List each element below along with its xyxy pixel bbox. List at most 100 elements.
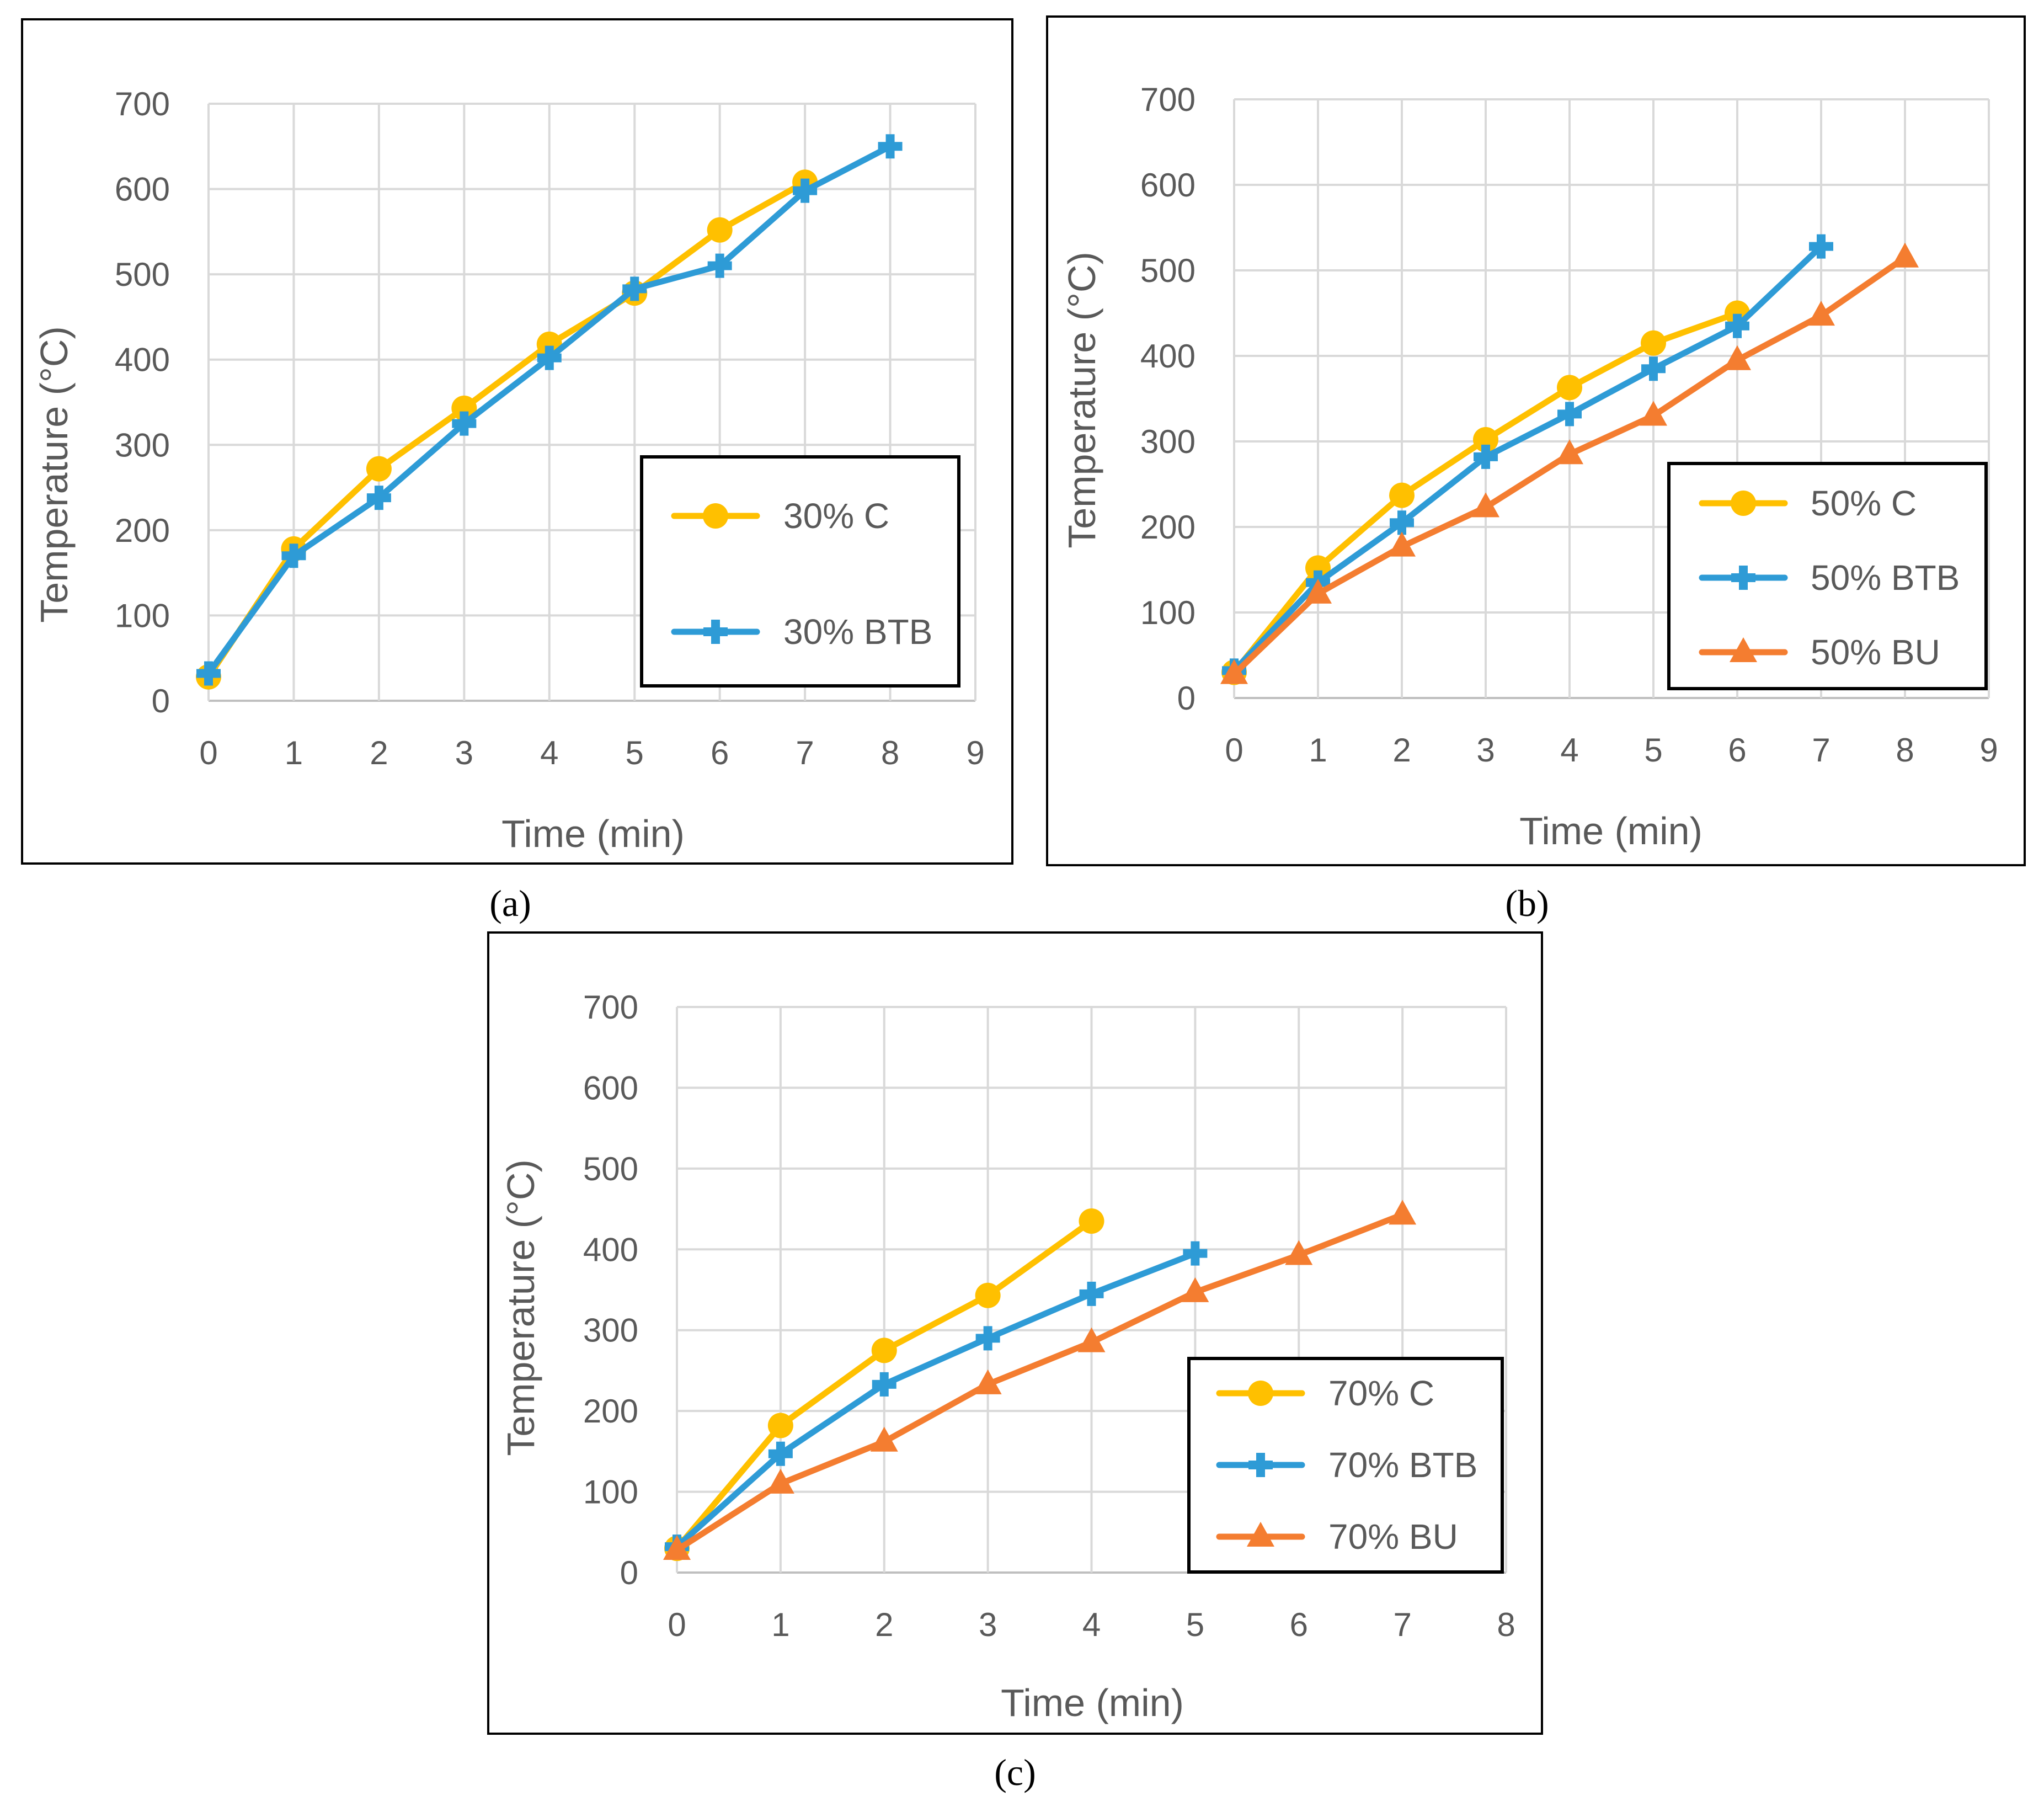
panel-a-data-point-30-btb — [537, 345, 562, 370]
panel-a-ticks: 0 100 200 300 400 500 600 700 0 1 2 3 4 5 6 7 8 9 — [115, 86, 985, 771]
panel-c-data-point-70-bu — [1181, 1277, 1209, 1302]
panel-b-ticks: 0 100 200 300 400 500 600 700 0 1 2 3 4 5 6 7 8 9 — [1140, 81, 1998, 769]
panel-b-x-tick-label: 0 — [1225, 732, 1243, 769]
panel-c-data-point-70-c — [871, 1338, 897, 1363]
panel-a-data-point-30-btb — [878, 134, 903, 159]
panel-a-y-tick-label: 600 — [115, 171, 170, 208]
panel-a-grid — [207, 103, 976, 702]
panel-a-data-point-30-btb — [622, 276, 647, 301]
panel-a-legend-marker-30-c — [703, 503, 728, 529]
panel-b-y-tick-label: 0 — [1177, 680, 1196, 717]
panel-c-data-point-70-bu — [663, 1535, 691, 1560]
panel-c-y-axis-title: Temperature (°C) — [499, 1159, 542, 1456]
panel-b-y-tick-label: 300 — [1140, 423, 1196, 460]
panel-c-data-point-70-c — [975, 1282, 1001, 1308]
panel-a-y-tick-label: 500 — [115, 256, 170, 293]
panel-a-x-tick-label: 3 — [455, 734, 473, 771]
panel-b-y-tick-label: 500 — [1140, 252, 1196, 289]
panel-a-x-tick-label: 8 — [881, 734, 899, 771]
panel-c-legend: 70% C 70% BTB 70% BU — [1187, 1357, 1504, 1574]
panel-b-data-point-50-btb — [1557, 402, 1582, 427]
panel-c-legend-marker-70-c — [1248, 1381, 1273, 1406]
panel-label-b: (b) — [1505, 882, 1549, 924]
panel-b-data-point-50-bu — [1891, 242, 1919, 268]
panel-a-y-tick-label: 200 — [115, 512, 170, 549]
panel-b-x-tick-label: 7 — [1812, 732, 1830, 769]
panel-a-legend: 30% C 30% BTB — [640, 455, 960, 688]
panel-a-x-tick-label: 1 — [285, 734, 303, 771]
panel-c-x-tick-label: 6 — [1290, 1606, 1308, 1643]
panel-a-x-tick-label: 2 — [370, 734, 388, 771]
panel-a-legend-box — [640, 455, 960, 688]
panel-a-y-tick-label: 100 — [115, 597, 170, 634]
panel-b-x-tick-label: 1 — [1309, 732, 1327, 769]
panel-b-data-point-50-btb — [1725, 313, 1749, 338]
panel-b-data-point-50-c — [1557, 375, 1582, 401]
panel-b-data-point-50-bu — [1304, 578, 1332, 604]
panel-b-x-tick-label: 6 — [1728, 732, 1746, 769]
panel-b-legend: 50% C 50% BTB 50% BU — [1667, 462, 1988, 690]
panel-c-legend-label-70-c: 70% C — [1328, 1373, 1434, 1413]
panel-b-data-point-50-btb — [1641, 356, 1666, 381]
panel-b-data-point-50-c — [1389, 482, 1415, 508]
panel-a-data-point-30-btb — [793, 178, 818, 203]
panel-b-data-point-50-bu — [1807, 301, 1835, 326]
panel-a-data-point-30-btb — [281, 544, 306, 568]
panel-c-x-tick-label: 7 — [1393, 1606, 1411, 1643]
panel-c-y-tick-label: 500 — [583, 1150, 638, 1187]
panel-b-x-tick-label: 8 — [1896, 732, 1914, 769]
panel-b-y-tick-label: 200 — [1140, 509, 1196, 546]
panel-c-x-axis-title: Time (min) — [1001, 1681, 1184, 1724]
panel-b-series-line-50-btb — [1231, 243, 1824, 674]
panel-c-y-tick-label: 400 — [583, 1231, 638, 1268]
panel-c-data-point-70-btb — [768, 1441, 793, 1466]
panel-a-y-tick-label: 400 — [115, 342, 170, 379]
panel-c-x-tick-label: 2 — [875, 1606, 893, 1643]
panel-c: 0 100 200 300 400 500 600 700 0 1 2 3 4 5 6 7 8 Time (mi… — [487, 931, 1543, 1735]
panel-a-frame — [21, 18, 1013, 865]
panel-b-legend-entries: 50% C 50% BTB 50% BU — [1699, 483, 1960, 672]
panel-c-data-point-70-btb — [1079, 1281, 1104, 1306]
panel-b-x-tick-label: 9 — [1979, 732, 1998, 769]
panel-a-y-tick-label: 700 — [115, 86, 170, 122]
panel-b-data-point-50-btb — [1474, 444, 1498, 469]
panel-c-y-tick-label: 300 — [583, 1312, 638, 1349]
panel-c-x-tick-label: 4 — [1082, 1606, 1101, 1643]
panel-b-data-point-50-bu — [1640, 401, 1667, 426]
panel-b-data-point-50-bu — [1220, 659, 1248, 684]
panel-b-y-tick-label: 400 — [1140, 338, 1196, 375]
panel-a-y-tick-label: 0 — [152, 683, 170, 720]
panel-c-frame — [487, 931, 1543, 1735]
panel-b-x-tick-label: 4 — [1560, 732, 1578, 769]
panel-a-x-tick-label: 5 — [626, 734, 644, 771]
panel-b-legend-marker-50-btb — [1731, 566, 1755, 590]
panel-a-x-tick-label: 7 — [796, 734, 814, 771]
panel-b-data-point-50-bu — [1472, 492, 1499, 518]
panel-c-y-tick-label: 100 — [583, 1474, 638, 1511]
panel-c-data-point-70-btb — [872, 1372, 896, 1397]
panel-b-series — [1220, 234, 1919, 685]
panel-c-legend-marker-70-btb — [1248, 1453, 1273, 1477]
panel-c-data-point-70-bu — [974, 1369, 1002, 1394]
panel-label-a: (a) — [489, 882, 531, 924]
panel-a-data-point-30-btb — [196, 661, 221, 686]
panel-b-legend-label-50-bu: 50% BU — [1811, 632, 1940, 672]
panel-c-data-point-70-bu — [1285, 1240, 1313, 1265]
panel-c-y-tick-label: 600 — [583, 1069, 638, 1106]
panel-c-x-tick-label: 1 — [771, 1606, 789, 1643]
panel-b-y-axis-title: Temperature (°C) — [1060, 252, 1103, 548]
panel-a: 0 100 200 300 400 500 600 700 0 1 2 3 4 5 6 7 8 9 Time (m… — [21, 18, 1013, 865]
panel-c-legend-marker-70-bu — [1247, 1522, 1274, 1547]
panel-c-data-point-70-c — [767, 1413, 793, 1438]
panel-a-series — [196, 134, 903, 690]
panel-b: 0 100 200 300 400 500 600 700 0 1 2 3 4 5 6 7 8 9 Time (m… — [1046, 15, 2026, 866]
panel-a-x-tick-label: 0 — [199, 734, 217, 771]
panel-label-c: (c) — [994, 1751, 1036, 1793]
panel-a-legend-marker-30-btb — [703, 620, 728, 644]
panel-a-data-point-30-btb — [366, 486, 391, 510]
panel-b-x-tick-label: 3 — [1476, 732, 1495, 769]
panel-a-y-tick-label: 300 — [115, 427, 170, 463]
panel-a-legend-label-30-btb: 30% BTB — [783, 612, 932, 652]
panel-c-y-tick-label: 0 — [620, 1554, 638, 1591]
